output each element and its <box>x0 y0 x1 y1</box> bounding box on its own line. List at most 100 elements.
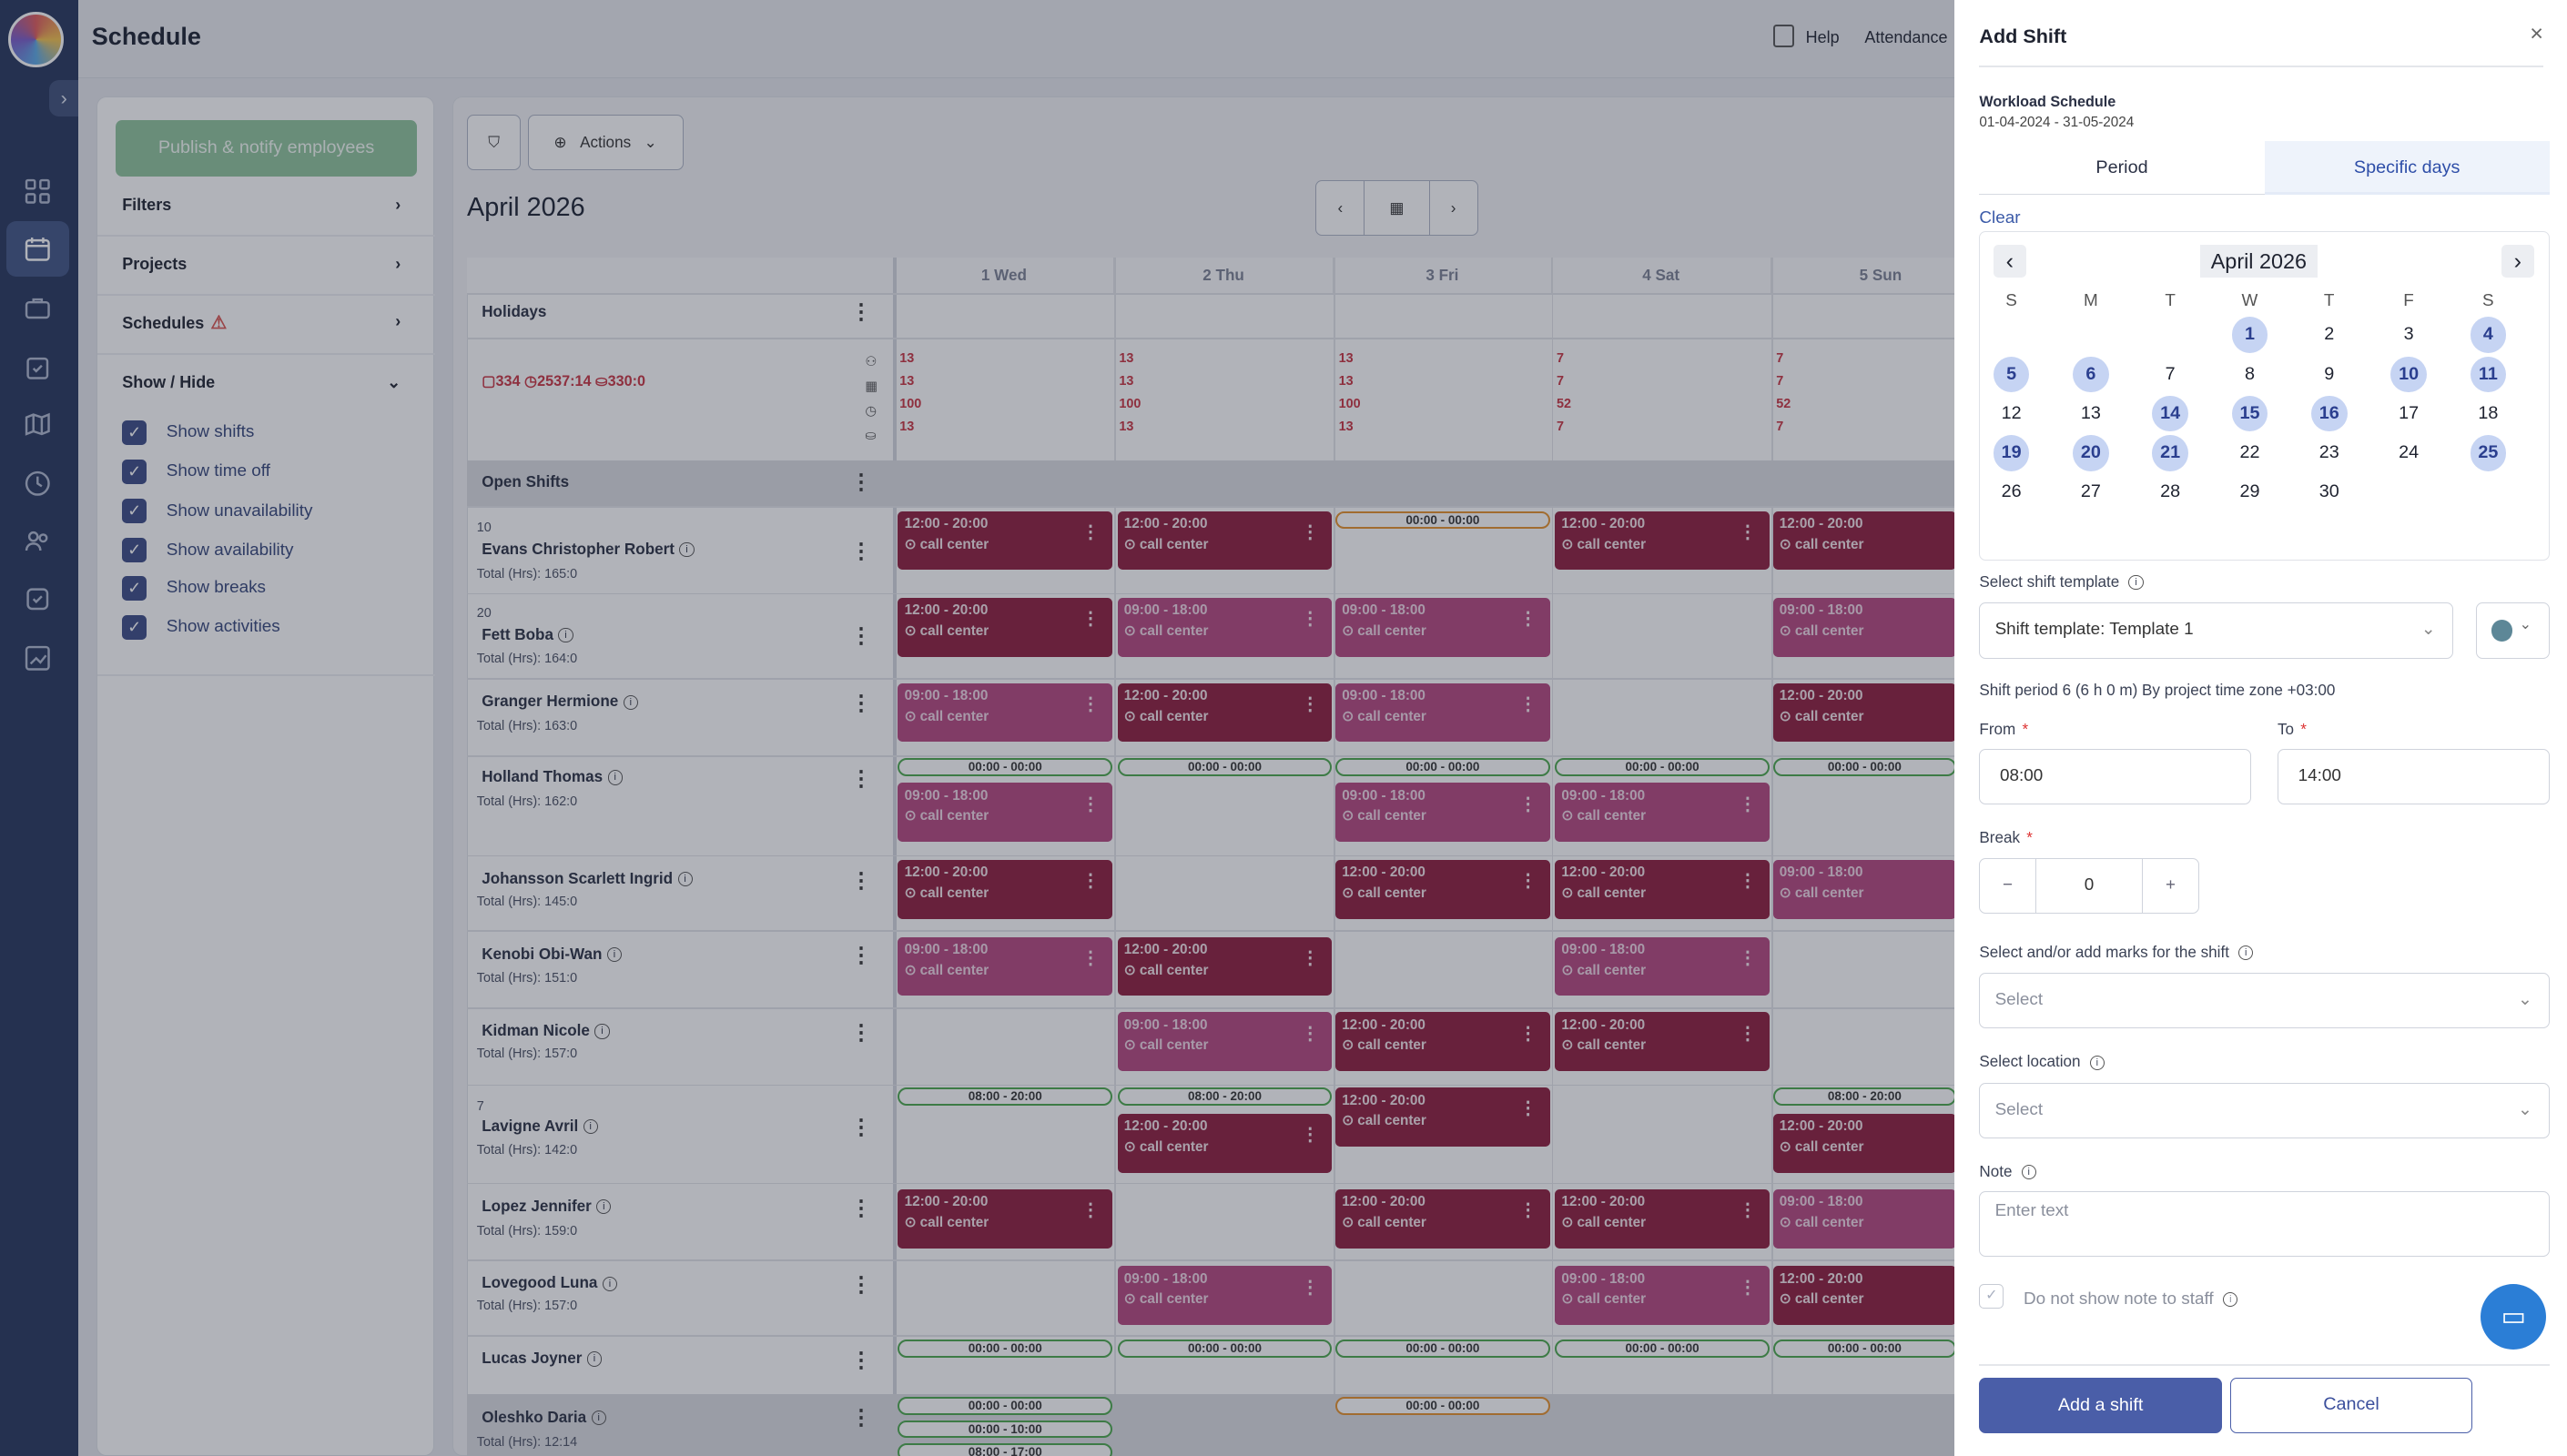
color-select[interactable]: ⌄ <box>2475 602 2550 659</box>
checkbox-show-breaks[interactable]: ✓ Show breaks <box>122 575 266 601</box>
info-icon[interactable]: i <box>583 1118 598 1134</box>
more-icon[interactable]: ⋮ <box>1518 1023 1537 1044</box>
checkbox-show-time-off[interactable]: ✓ Show time off <box>122 459 270 484</box>
shift-card[interactable]: 09:00 - 18:00 ⊙ call center ⋮ <box>1335 783 1550 843</box>
info-icon[interactable]: i <box>594 1024 610 1039</box>
expand-sidebar-button[interactable]: › <box>49 80 79 116</box>
availability-pill[interactable]: 08:00 - 20:00 <box>898 1087 1113 1106</box>
chart-icon[interactable] <box>15 635 60 681</box>
checkbox-show-activities[interactable]: ✓ Show activities <box>122 614 280 640</box>
shift-card[interactable]: 12:00 - 20:00 ⊙ call center ⋮ <box>1555 511 1770 571</box>
cancel-button[interactable]: Cancel <box>2229 1377 2473 1433</box>
clear-link[interactable]: Clear <box>1979 207 2021 228</box>
shift-card[interactable]: 12:00 - 20:00 ⊙ call center ⋮ <box>1335 1012 1550 1072</box>
cal-day[interactable]: 1 <box>2231 317 2268 353</box>
more-icon[interactable]: ⋮ <box>1518 794 1537 814</box>
info-icon[interactable]: i <box>2223 1291 2238 1307</box>
availability-pill[interactable]: 00:00 - 00:00 <box>898 758 1113 777</box>
more-icon[interactable]: ⋮ <box>1301 1023 1319 1044</box>
cal-day[interactable]: 9 <box>2324 363 2335 384</box>
more-icon[interactable]: ⋮ <box>1081 871 1100 892</box>
checkbox-show-shifts[interactable]: ✓ Show shifts <box>122 420 254 445</box>
calendar-icon[interactable] <box>6 221 69 278</box>
map-icon[interactable] <box>15 401 60 447</box>
more-icon[interactable]: ⋮ <box>1081 947 1100 968</box>
shift-card[interactable]: 09:00 - 18:00 ⊙ call center ⋮ <box>1555 783 1770 843</box>
cal-day[interactable]: 25 <box>2470 434 2507 471</box>
shift-card[interactable]: 12:00 - 20:00 ⊙ call center ⋮ <box>1117 511 1333 571</box>
help-icon[interactable] <box>1772 25 1794 48</box>
info-icon[interactable]: i <box>607 770 623 785</box>
availability-pill[interactable]: 00:00 - 00:00 <box>1335 511 1550 530</box>
shift-card[interactable]: 12:00 - 20:00 ⊙ call center ⋮ <box>898 860 1113 919</box>
users-icon[interactable] <box>15 518 60 563</box>
info-icon[interactable]: i <box>602 1276 618 1291</box>
cal-day[interactable]: 2 <box>2324 324 2335 345</box>
next-month-button[interactable]: › <box>1428 180 1478 237</box>
more-icon[interactable]: ⋮ <box>1301 693 1319 714</box>
dont-show-note-checkbox[interactable]: ✓ <box>1979 1284 2004 1309</box>
cal-day[interactable]: 5 <box>1993 356 2030 393</box>
shift-card[interactable]: 09:00 - 18:00 ⊙ call center ⋮ <box>898 936 1113 996</box>
availability-pill[interactable]: 00:00 - 00:00 <box>1117 758 1333 777</box>
more-icon[interactable]: ⋮ <box>1738 947 1757 968</box>
cal-day[interactable]: 20 <box>2073 434 2109 471</box>
from-time-input[interactable]: 08:00 <box>1979 748 2252 804</box>
more-icon[interactable]: ⋮ <box>1081 521 1100 542</box>
shift-card[interactable]: 09:00 - 18:00 ⊙ call center ⋮ <box>898 783 1113 843</box>
break-input[interactable]: 0 <box>2084 875 2095 895</box>
briefcase-icon[interactable] <box>15 285 60 330</box>
marks-select[interactable]: Select ⌄ <box>1979 973 2550 1029</box>
more-icon[interactable]: ⋮ <box>1518 1199 1537 1220</box>
shift-card[interactable]: 09:00 - 18:00 ⊙ call center <box>1772 860 1957 919</box>
cal-day[interactable]: 29 <box>2239 481 2260 502</box>
calendar-picker-button[interactable]: ▦ <box>1363 180 1431 237</box>
badge-icon[interactable] <box>15 577 60 622</box>
cal-day[interactable]: 4 <box>2470 317 2507 353</box>
shift-card[interactable]: 09:00 - 18:00 ⊙ call center ⋮ <box>1117 1012 1333 1072</box>
shift-card[interactable]: 12:00 - 20:00 ⊙ call center ⋮ <box>1555 1012 1770 1072</box>
info-icon[interactable]: i <box>596 1199 612 1215</box>
filter-toggle-button[interactable]: ⛉ <box>467 115 522 171</box>
info-icon[interactable]: i <box>606 946 623 962</box>
shift-card[interactable]: 12:00 - 20:00 ⊙ call center <box>1772 1114 1957 1173</box>
availability-pill[interactable]: 08:00 - 20:00 <box>1117 1087 1333 1106</box>
shift-card[interactable]: 12:00 - 20:00 ⊙ call center ⋮ <box>1117 1114 1333 1173</box>
help-link[interactable]: Help <box>1805 27 1840 46</box>
more-icon[interactable]: ⋮ <box>1301 521 1319 542</box>
modal-backdrop[interactable] <box>0 0 1955 1456</box>
shift-card[interactable]: 12:00 - 20:00 ⊙ call center ⋮ <box>1335 1087 1550 1147</box>
shift-card[interactable]: 12:00 - 20:00 ⊙ call center ⋮ <box>1117 682 1333 743</box>
info-icon[interactable]: i <box>2089 1055 2105 1070</box>
info-icon[interactable]: i <box>679 542 695 558</box>
info-icon[interactable]: i <box>677 872 693 887</box>
availability-pill[interactable]: 00:00 - 10:00 <box>898 1420 1113 1439</box>
shift-card[interactable]: 12:00 - 20:00 ⊙ call center ⋮ <box>1335 1188 1550 1249</box>
more-icon[interactable]: ⋮ <box>1301 1277 1319 1298</box>
info-icon[interactable]: i <box>591 1410 606 1426</box>
close-icon[interactable]: × <box>2530 21 2543 47</box>
cal-day[interactable]: 15 <box>2231 395 2268 432</box>
more-icon[interactable]: ⋮ <box>1518 871 1537 892</box>
cal-day[interactable]: 26 <box>2001 481 2022 502</box>
more-icon[interactable]: ⋮ <box>1738 521 1757 542</box>
cal-next-button[interactable]: › <box>2501 245 2534 278</box>
shift-card[interactable]: 12:00 - 20:00 ⊙ call center <box>1772 682 1957 743</box>
availability-pill[interactable]: 00:00 - 00:00 <box>1335 1397 1550 1416</box>
tab-period[interactable]: Period <box>1979 141 2265 196</box>
location-select[interactable]: Select ⌄ <box>1979 1082 2550 1138</box>
show-hide-row[interactable]: Show / Hide ⌄ <box>122 373 401 392</box>
more-icon[interactable]: ⋮ <box>1301 1125 1319 1146</box>
tab-specific-days[interactable]: Specific days <box>2264 140 2550 196</box>
cal-day[interactable]: 3 <box>2403 324 2414 345</box>
info-icon[interactable]: i <box>2021 1165 2036 1180</box>
cal-day[interactable]: 30 <box>2318 481 2339 502</box>
shift-card[interactable]: 09:00 - 18:00 ⊙ call center ⋮ <box>1555 1266 1770 1326</box>
to-time-input[interactable]: 14:00 <box>2277 748 2550 804</box>
more-icon[interactable]: ⋮ <box>1738 1277 1757 1298</box>
availability-pill[interactable]: 00:00 - 00:00 <box>1335 1340 1550 1359</box>
cal-day[interactable]: 19 <box>1993 434 2030 471</box>
availability-pill[interactable]: 00:00 - 00:00 <box>1555 758 1770 777</box>
info-icon[interactable]: i <box>586 1351 602 1367</box>
cal-day[interactable]: 16 <box>2310 395 2348 432</box>
